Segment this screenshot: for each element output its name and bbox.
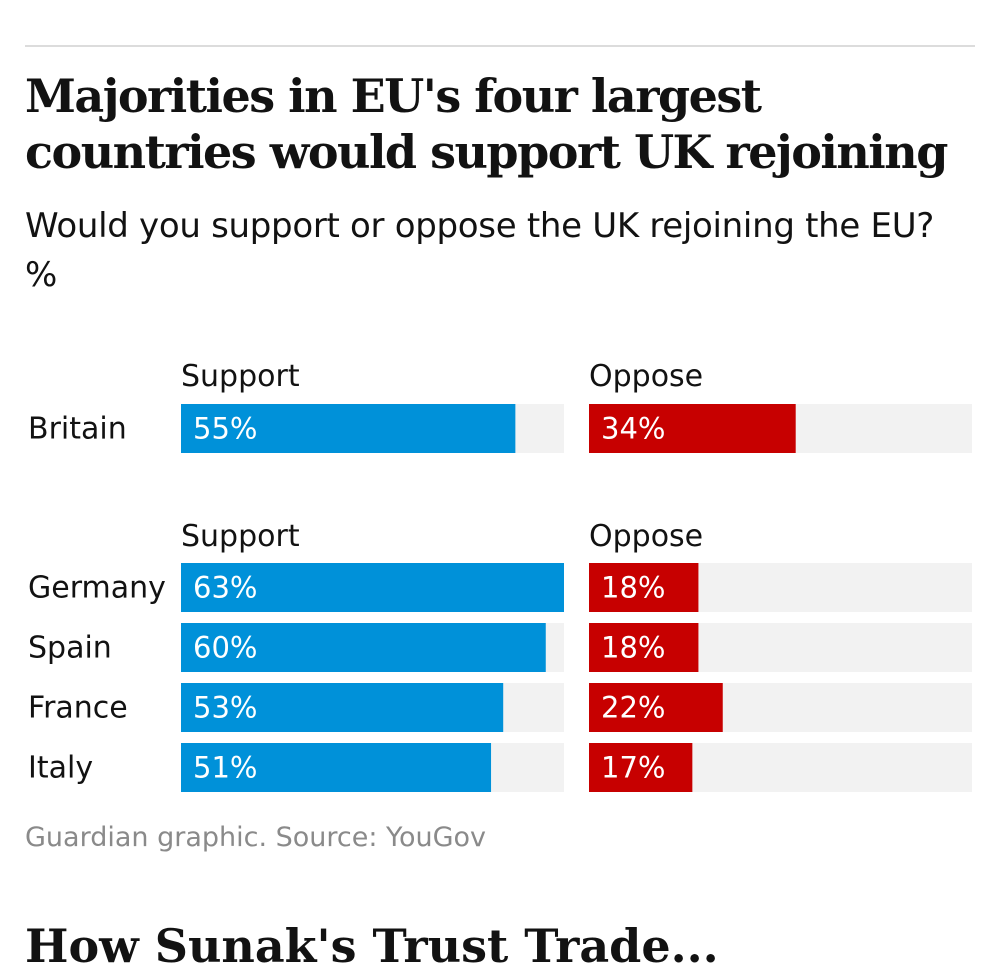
oppose-bar <box>589 563 699 612</box>
oppose-bar <box>589 683 723 732</box>
country-label: Germany <box>28 571 166 606</box>
oppose-header-label: Oppose <box>589 359 703 394</box>
oppose-value-label: 18% <box>601 571 665 605</box>
oppose-header-label: Oppose <box>589 519 703 554</box>
support-value-label: 60% <box>193 631 257 665</box>
chart-source: Guardian graphic. Source: YouGov <box>25 822 487 853</box>
oppose-bar <box>589 623 699 672</box>
oppose-bar <box>589 743 693 792</box>
support-bar <box>181 623 546 672</box>
top-rule <box>25 45 975 47</box>
oppose-bar <box>589 404 796 453</box>
support-bar <box>181 683 504 732</box>
oppose-value-label: 22% <box>601 691 665 725</box>
chart: Support Oppose Britain 55% 34% Support Oppose G… <box>28 359 972 792</box>
support-value-label: 53% <box>193 691 257 725</box>
chart-unit: % <box>25 255 58 295</box>
oppose-value-label: 17% <box>601 751 665 785</box>
support-value-label: 55% <box>193 412 257 446</box>
country-label: Spain <box>28 631 112 666</box>
country-label: Italy <box>28 751 93 786</box>
support-value-label: 51% <box>193 751 257 785</box>
chart-title: Majorities in EU's four largest countrie… <box>25 69 948 179</box>
support-value-label: 63% <box>193 571 257 605</box>
support-header-label: Support <box>181 359 300 394</box>
next-article-heading[interactable]: How Sunak's Trust Trade... <box>25 919 719 973</box>
support-header-label: Support <box>181 519 300 554</box>
support-bar <box>181 563 564 612</box>
country-label: France <box>28 691 128 726</box>
oppose-value-label: 18% <box>601 631 665 665</box>
oppose-value-label: 34% <box>601 412 665 446</box>
support-bar <box>181 404 516 453</box>
support-bar <box>181 743 492 792</box>
country-label: Britain <box>28 412 127 447</box>
chart-subtitle: Would you support or oppose the UK rejoi… <box>25 206 935 246</box>
